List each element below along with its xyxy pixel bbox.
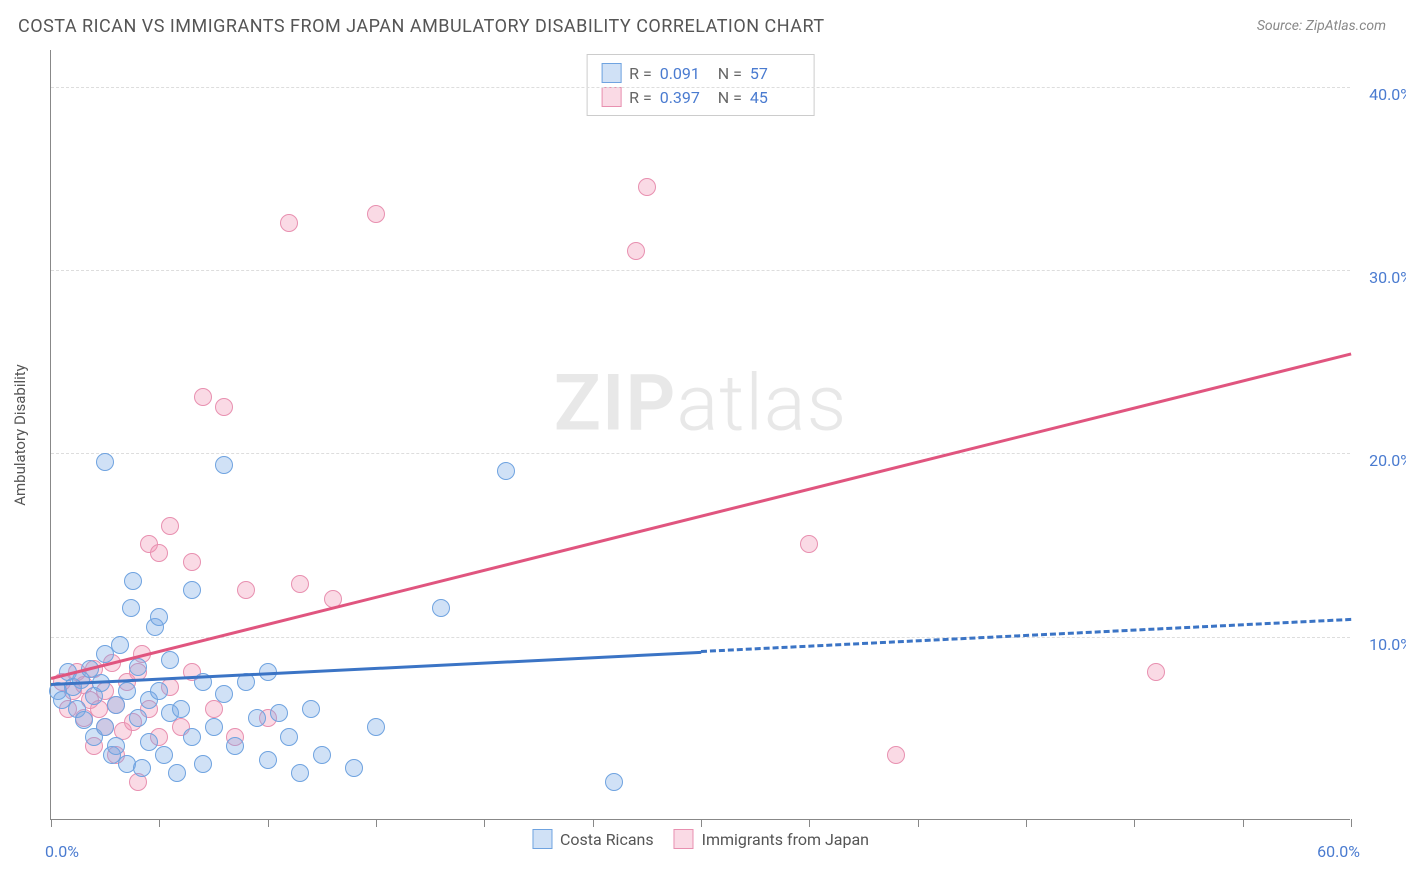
x-tick [593,819,594,827]
scatter-point [96,453,114,471]
scatter-point [183,728,201,746]
scatter-point [627,242,645,260]
y-axis-label: Ambulatory Disability [11,364,29,506]
gridline [51,637,1350,638]
x-tick [484,819,485,827]
scatter-point [161,517,179,535]
y-tick-label: 10.0% [1369,635,1406,654]
plot-region: ZIPatlas R = 0.091 N = 57 R = 0.397 N = … [50,50,1350,820]
scatter-point [205,718,223,736]
scatter-point [280,214,298,232]
scatter-point [183,553,201,571]
scatter-point [107,737,125,755]
scatter-point [638,178,656,196]
scatter-point [118,682,136,700]
watermark: ZIPatlas [554,358,847,449]
scatter-point [168,764,186,782]
chart-title: COSTA RICAN VS IMMIGRANTS FROM JAPAN AMB… [18,16,825,37]
x-tick [918,819,919,827]
x-tick-label: 0.0% [45,842,79,861]
scatter-point [800,535,818,553]
x-tick [376,819,377,827]
scatter-point [887,746,905,764]
scatter-point [291,575,309,593]
y-tick-label: 40.0% [1369,85,1406,104]
swatch-pink [601,87,621,107]
scatter-point [75,711,93,729]
x-tick [1243,819,1244,827]
x-tick-label: 60.0% [1317,842,1360,861]
scatter-point [161,651,179,669]
scatter-point [302,700,320,718]
x-tick [268,819,269,827]
scatter-point [111,636,129,654]
gridline [51,453,1350,454]
scatter-point [270,704,288,722]
scatter-point [194,755,212,773]
scatter-point [107,696,125,714]
scatter-point [155,746,173,764]
scatter-point [345,759,363,777]
swatch-blue [601,63,621,83]
chart-area: Ambulatory Disability ZIPatlas R = 0.091… [50,50,1350,820]
scatter-point [259,751,277,769]
scatter-point [205,700,223,718]
scatter-point [140,733,158,751]
scatter-point [122,599,140,617]
source-attribution: Source: ZipAtlas.com [1257,18,1386,34]
scatter-point [215,685,233,703]
scatter-point [367,205,385,223]
scatter-point [150,682,168,700]
scatter-point [150,544,168,562]
scatter-point [172,700,190,718]
scatter-point [129,658,147,676]
scatter-point [1147,663,1165,681]
scatter-point [96,718,114,736]
stats-box: R = 0.091 N = 57 R = 0.397 N = 45 [586,54,815,116]
scatter-point [432,599,450,617]
trend-line [51,353,1352,680]
swatch-pink [674,829,694,849]
scatter-point [497,462,515,480]
scatter-point [215,398,233,416]
scatter-point [605,773,623,791]
scatter-point [226,737,244,755]
scatter-point [150,608,168,626]
scatter-point [129,709,147,727]
scatter-point [124,572,142,590]
x-tick [159,819,160,827]
stats-row-pink: R = 0.397 N = 45 [601,85,800,109]
scatter-point [291,764,309,782]
scatter-point [367,718,385,736]
swatch-blue [532,829,552,849]
gridline [51,87,1350,88]
x-tick [1134,819,1135,827]
scatter-point [237,581,255,599]
x-tick [1351,819,1352,827]
scatter-point [313,746,331,764]
y-tick-label: 20.0% [1369,451,1406,470]
y-tick-label: 30.0% [1369,268,1406,287]
gridline [51,270,1350,271]
scatter-point [133,759,151,777]
x-tick [809,819,810,827]
x-tick [701,819,702,827]
scatter-point [183,581,201,599]
scatter-point [248,709,266,727]
scatter-point [280,728,298,746]
scatter-point [194,388,212,406]
x-tick [51,819,52,827]
stats-row-blue: R = 0.091 N = 57 [601,61,800,85]
legend-item-blue: Costa Ricans [532,829,654,849]
x-tick [1026,819,1027,827]
scatter-point [215,456,233,474]
legend-item-pink: Immigrants from Japan [674,829,869,849]
